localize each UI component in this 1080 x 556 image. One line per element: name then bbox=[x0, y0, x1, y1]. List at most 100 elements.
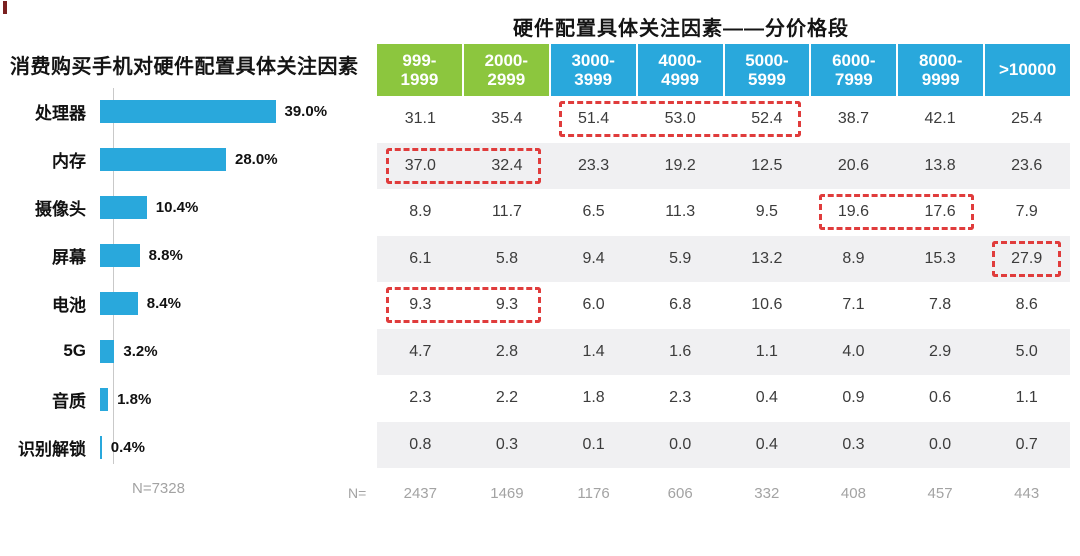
table-cell: 12.5 bbox=[751, 156, 783, 174]
table-cell: 8.9 bbox=[409, 203, 432, 221]
bar-value-label: 39.0% bbox=[284, 102, 328, 120]
table-cell: 9.3 bbox=[495, 296, 519, 314]
price-band-header: 4000- 4999 bbox=[637, 44, 723, 96]
price-band-line: 9999 bbox=[921, 70, 960, 89]
sample-size-cell: 443 bbox=[1014, 484, 1040, 502]
price-band-header: 5000- 5999 bbox=[724, 44, 810, 96]
table-cell: 6.1 bbox=[409, 249, 432, 267]
table-cell: 0.4 bbox=[755, 389, 778, 407]
bar-value-label: 28.0% bbox=[235, 150, 278, 168]
bar-chart-axis-line bbox=[113, 88, 114, 464]
table-cell: 1.1 bbox=[755, 342, 778, 360]
price-band-header: 999- 1999 bbox=[377, 44, 462, 96]
table-cell: 35.4 bbox=[491, 110, 523, 128]
corner-red-mark bbox=[3, 1, 7, 14]
table-cell: 27.9 bbox=[1011, 249, 1043, 267]
bar-chart-sample-size: N=7328 bbox=[132, 480, 185, 497]
bar-value-label: 8.4% bbox=[146, 294, 181, 312]
table-row: 2.3 2.2 1.8 2.3 0.4 0.9 0.6 1.1 bbox=[377, 375, 1070, 422]
table-cell: 25.4 bbox=[1011, 110, 1043, 128]
bar bbox=[100, 291, 138, 315]
table-cell: 9.4 bbox=[582, 249, 605, 267]
table-cell: 1.8 bbox=[582, 389, 605, 407]
table-cell: 0.3 bbox=[495, 435, 519, 453]
table-footer-row: N= 2437 1469 1176 606 332 408 457 443 bbox=[348, 468, 1070, 518]
bar-value-label: 10.4% bbox=[155, 198, 199, 216]
price-table: 999- 1999 2000- 2999 3000- 3999 4000- 4999 5000-… bbox=[348, 44, 1070, 518]
table-cell: 0.9 bbox=[842, 389, 865, 407]
price-band-header: 2000- 2999 bbox=[463, 44, 549, 96]
price-band-header: 6000- 7999 bbox=[811, 44, 897, 96]
table-cell: 0.3 bbox=[842, 435, 865, 453]
table-cell: 2.9 bbox=[928, 342, 952, 360]
table-cell: 0.8 bbox=[409, 435, 432, 453]
table-cell: 2.2 bbox=[495, 389, 519, 407]
bar-category-label: 电池 bbox=[52, 295, 86, 315]
price-band-line: 3000- bbox=[571, 50, 615, 70]
table-cell: 53.0 bbox=[664, 110, 696, 128]
table-cell: 7.1 bbox=[842, 296, 865, 314]
bar bbox=[100, 387, 109, 411]
table-cell: 4.7 bbox=[409, 342, 432, 360]
table-cell: 23.3 bbox=[577, 156, 610, 174]
table-cell: 9.3 bbox=[409, 296, 432, 314]
bar-row: 摄像头 10.4% bbox=[0, 183, 370, 231]
bar-row: 处理器 39.0% bbox=[0, 87, 370, 135]
price-band-line: 8000- bbox=[918, 50, 963, 70]
table-row: 31.1 35.4 51.4 53.0 52.4 38.7 42.1 25.4 bbox=[377, 96, 1070, 143]
table-cell: 13.2 bbox=[751, 249, 783, 267]
table-cell: 1.1 bbox=[1015, 389, 1038, 407]
table-cell: 42.1 bbox=[924, 110, 956, 128]
price-band-header: 3000- 3999 bbox=[550, 44, 636, 96]
bar-chart-rows: 处理器 39.0% 内存 28.0% 摄像头 10.4% 屏幕 8.8% 电池 8.4% 5G 3.2… bbox=[0, 87, 370, 471]
table-cell: 0.6 bbox=[928, 389, 952, 407]
table-cell: 20.6 bbox=[837, 156, 869, 174]
bar-category-label: 摄像头 bbox=[35, 199, 86, 219]
bar-value-label: 8.8% bbox=[148, 246, 183, 264]
bar-chart-panel: 消费购买手机对硬件配置具体关注因素 处理器 39.0% 内存 28.0% 摄像头 10.4… bbox=[0, 0, 370, 556]
bar-category-label: 处理器 bbox=[35, 103, 86, 123]
bar bbox=[100, 243, 140, 267]
table-row: 9.3 9.3 6.0 6.8 10.6 7.1 7.8 8.6 bbox=[377, 282, 1070, 329]
bar bbox=[100, 147, 226, 171]
table-cell: 6.5 bbox=[582, 203, 605, 221]
sample-size-cell: 408 bbox=[840, 484, 866, 502]
table-cell: 38.7 bbox=[837, 110, 869, 128]
table-header-row: 999- 1999 2000- 2999 3000- 3999 4000- 4999 5000-… bbox=[377, 44, 1070, 96]
table-cell: 11.7 bbox=[491, 203, 522, 221]
table-row: 8.9 11.7 6.5 11.3 9.5 19.6 17.6 7.9 bbox=[377, 189, 1070, 236]
table-cell: 19.6 bbox=[837, 203, 869, 221]
table-cell: 0.1 bbox=[582, 435, 605, 453]
table-cell: 51.4 bbox=[577, 110, 610, 128]
price-band-line: 4000- bbox=[658, 50, 702, 70]
price-band-header: >10000 bbox=[985, 44, 1070, 96]
bar-row: 电池 8.4% bbox=[0, 279, 370, 327]
bar-row: 5G 3.2% bbox=[0, 327, 370, 375]
table-cell: 8.6 bbox=[1015, 296, 1038, 314]
table-cell: 8.9 bbox=[842, 249, 865, 267]
bar-category-label: 音质 bbox=[52, 391, 86, 411]
bar-value-label: 0.4% bbox=[110, 438, 145, 456]
price-band-line: 5999 bbox=[748, 70, 786, 89]
table-body: 31.1 35.4 51.4 53.0 52.4 38.7 42.1 25.4 37.0 32.4… bbox=[377, 96, 1070, 468]
price-band-line: 1999 bbox=[400, 70, 439, 89]
table-cell: 7.9 bbox=[1015, 203, 1038, 221]
price-band-line: 2999 bbox=[487, 70, 526, 89]
bar-chart-title: 消费购买手机对硬件配置具体关注因素 bbox=[10, 56, 359, 78]
table-row: 37.0 32.4 23.3 19.2 12.5 20.6 13.8 23.6 bbox=[377, 142, 1070, 189]
table-cell: 10.6 bbox=[751, 296, 783, 314]
bar-row: 内存 28.0% bbox=[0, 135, 370, 183]
table-cell: 5.9 bbox=[669, 249, 692, 267]
bar bbox=[100, 99, 276, 123]
bar-category-label: 内存 bbox=[52, 151, 86, 171]
table-cell: 9.5 bbox=[755, 203, 778, 221]
bar bbox=[100, 339, 115, 363]
table-row: 6.1 5.8 9.4 5.9 13.2 8.9 15.3 27.9 bbox=[377, 235, 1070, 282]
bar bbox=[100, 195, 147, 219]
table-cell: 0.7 bbox=[1015, 435, 1038, 453]
sample-size-cell: 457 bbox=[927, 484, 953, 502]
table-cell: 0.0 bbox=[669, 435, 692, 453]
table-cell: 1.6 bbox=[669, 342, 692, 360]
table-row: 4.7 2.8 1.4 1.6 1.1 4.0 2.9 5.0 bbox=[377, 328, 1070, 375]
price-band-line: 3999 bbox=[574, 70, 613, 89]
